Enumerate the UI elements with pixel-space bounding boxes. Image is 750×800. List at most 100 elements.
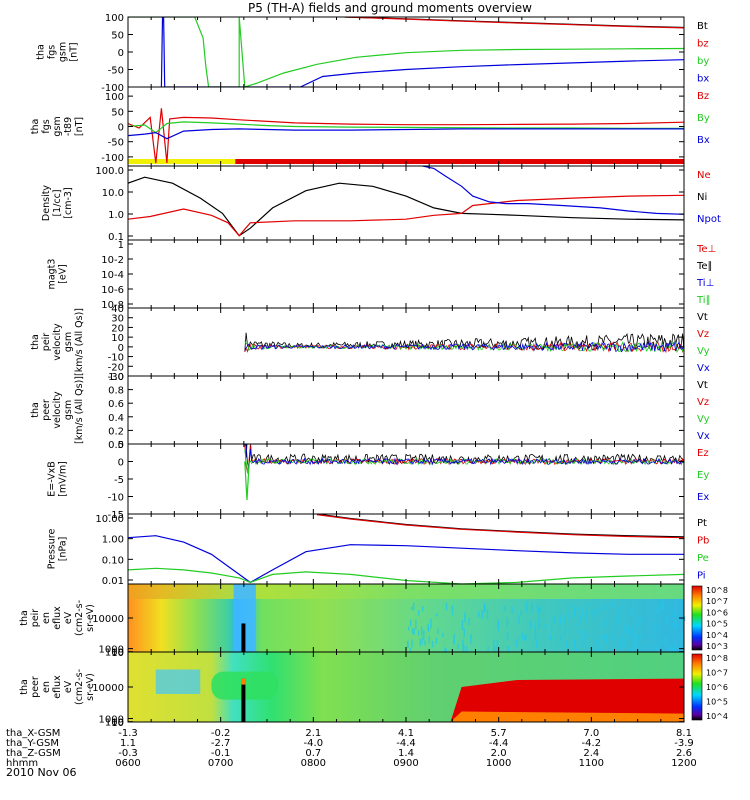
- panel-ylabel-line: fgs: [47, 45, 58, 59]
- legend-Npot: Npot: [697, 214, 721, 225]
- spectrogram-ion-speckle: [573, 639, 576, 649]
- legend-Vx: Vx: [697, 363, 710, 374]
- spectrogram-ion-speckle: [622, 640, 625, 648]
- panel-ylabel-line: (cm2-s-: [74, 600, 85, 636]
- colorbar-tick-label: 10^7: [706, 597, 728, 606]
- panel-ylabel-line: gsm: [63, 400, 74, 420]
- xaxis-tick-value: -1.3: [118, 728, 138, 739]
- series-Ni: [128, 176, 684, 237]
- panel-8: 10.00 1.00 0.10 0.01 Pressure[nPa] Pt Pb Pe Pi: [47, 513, 709, 587]
- panel-2: 100 50 0 -50 -100 thafgsgsm-t89[nT] Bz By Bx: [30, 86, 710, 167]
- spectrogram-ion-speckle: [413, 628, 415, 635]
- spectrogram-ion-speckle: [428, 636, 431, 645]
- spectrogram-ion-speckle: [427, 623, 429, 631]
- spectrogram-ion-speckle: [535, 639, 538, 648]
- spectrogram-ion-speckle: [584, 635, 587, 640]
- xaxis-tick-value: -4.4: [489, 738, 509, 749]
- series-group: [244, 332, 684, 354]
- spectrogram-ion-speckle: [530, 602, 533, 613]
- spectrogram-ion-speckle: [435, 613, 438, 617]
- spectrogram-ion-speckle: [553, 616, 556, 623]
- panel-3: 100.0 10.0 1.0 0.1 Density[1/cc][cm-3] Ne Ni Np…: [41, 165, 721, 243]
- y-tick-label: 10: [111, 718, 124, 729]
- y-tick-label: -5: [114, 475, 124, 486]
- panel-ylabel-line: (cm2-s-: [74, 669, 85, 705]
- spectrogram-ion-speckle: [534, 633, 537, 641]
- spectrogram-ion-speckle: [497, 646, 499, 652]
- spectrogram-ion-speckle: [600, 644, 602, 655]
- legend-Bx: Bx: [697, 135, 710, 146]
- series-bz: [344, 17, 684, 29]
- spectrogram-ion-speckle: [636, 642, 638, 648]
- spectrogram-ion-speckle: [664, 636, 667, 645]
- spectrogram-ion-speckle: [583, 630, 586, 638]
- spectrogram-ion-speckle: [656, 644, 659, 655]
- y-tick-label: 100: [105, 13, 124, 24]
- spectrogram-ion-speckle: [461, 620, 464, 631]
- panel-ylabel-line: [1/cc]: [52, 189, 63, 216]
- spectrogram-ion-speckle: [506, 632, 509, 641]
- panel-ylabel-line: Density: [41, 185, 52, 221]
- y-tick-label: 0.01: [102, 576, 124, 587]
- spectrogram-electron-low: [450, 711, 684, 722]
- spectrogram-ion-speckle: [605, 633, 608, 643]
- spectrogram-ion-speckle: [623, 625, 626, 633]
- legend-Te⊥: Te⊥: [696, 244, 716, 255]
- series-group: [244, 444, 684, 501]
- y-tick-label: 100.0: [95, 166, 124, 177]
- panel-ylabel-line: eV: [63, 680, 74, 693]
- y-tick-label: 0: [118, 343, 124, 354]
- spectrogram-ion-speckle: [453, 640, 455, 645]
- xaxis-tick-value: 5.7: [491, 728, 507, 739]
- spectrogram-ion-speckle: [591, 609, 593, 618]
- date-label: 2010 Nov 06: [6, 766, 76, 779]
- spectrogram-ion-speckle: [445, 602, 448, 611]
- panel-ylabel-line: tha: [19, 610, 30, 626]
- series-bx: [160, 17, 684, 87]
- series-group: [128, 17, 684, 87]
- spectrogram-ion-speckle: [419, 638, 421, 647]
- spectrogram-ion-speckle: [564, 618, 566, 623]
- spectrogram-ion-speckle: [529, 620, 532, 630]
- spectrogram-ion-speckle: [468, 618, 470, 626]
- spectrogram-ion-speckle: [567, 611, 569, 620]
- spectrogram-ion-speckle: [504, 606, 506, 612]
- y-tick-label: 0: [118, 458, 124, 469]
- spectrogram-ion-speckle: [673, 610, 675, 619]
- spectrogram-ion-speckle: [681, 634, 683, 641]
- spectrogram-ion-speckle: [524, 635, 527, 642]
- legend-Ti∥: Ti∥: [696, 295, 711, 306]
- panel-ylabel-line: [mV/m]: [58, 461, 69, 497]
- panel-ylabel: thafgsgsm-t89[nT]: [30, 116, 85, 136]
- y-tick-label: 5: [118, 440, 124, 451]
- y-tick-label: 10-8: [101, 300, 124, 311]
- spectrogram-ion-speckle: [610, 604, 613, 609]
- series-Ne: [128, 194, 684, 237]
- panel-ylabel-line: tha: [36, 44, 47, 60]
- xaxis-tick-value: 0600: [115, 758, 140, 769]
- panel-ylabel: thapeirenefluxeV(cm2-s-sr-eV): [19, 600, 96, 636]
- legend-Vy: Vy: [697, 346, 710, 357]
- series-Pt: [316, 514, 684, 538]
- colorbar-tick-label: 10^6: [706, 683, 728, 692]
- y-tick-label: 1.00: [102, 535, 124, 546]
- spectrogram-ion-speckle: [630, 609, 632, 615]
- colorbar-tick-label: 10^5: [706, 620, 728, 629]
- panel-ylabel: thapeerenefluxeV(cm2-s-sr-eV): [19, 669, 96, 705]
- spectrogram-ion-speckle: [415, 619, 417, 630]
- spectrogram-ion-speckle: [486, 608, 489, 620]
- y-tick-label: -50: [108, 66, 124, 77]
- panel-ylabel-line: [km/s (All Qs)]: [74, 308, 85, 376]
- spectrogram-ion-speckle: [654, 646, 656, 650]
- spectrogram-ion-speckle: [675, 619, 677, 630]
- spectrogram-ion-speckle: [549, 633, 552, 641]
- spectrogram-ion-speckle: [626, 624, 629, 634]
- figure-title: P5 (TH-A) fields and ground moments over…: [248, 1, 532, 15]
- xaxis-tick-value: -2.7: [211, 738, 231, 749]
- series-by: [128, 17, 684, 87]
- panel-ylabel-line: [km/s (All Qs)]: [74, 376, 85, 444]
- y-tick-label: 1.0: [108, 372, 124, 383]
- panel-frame: [127, 307, 685, 377]
